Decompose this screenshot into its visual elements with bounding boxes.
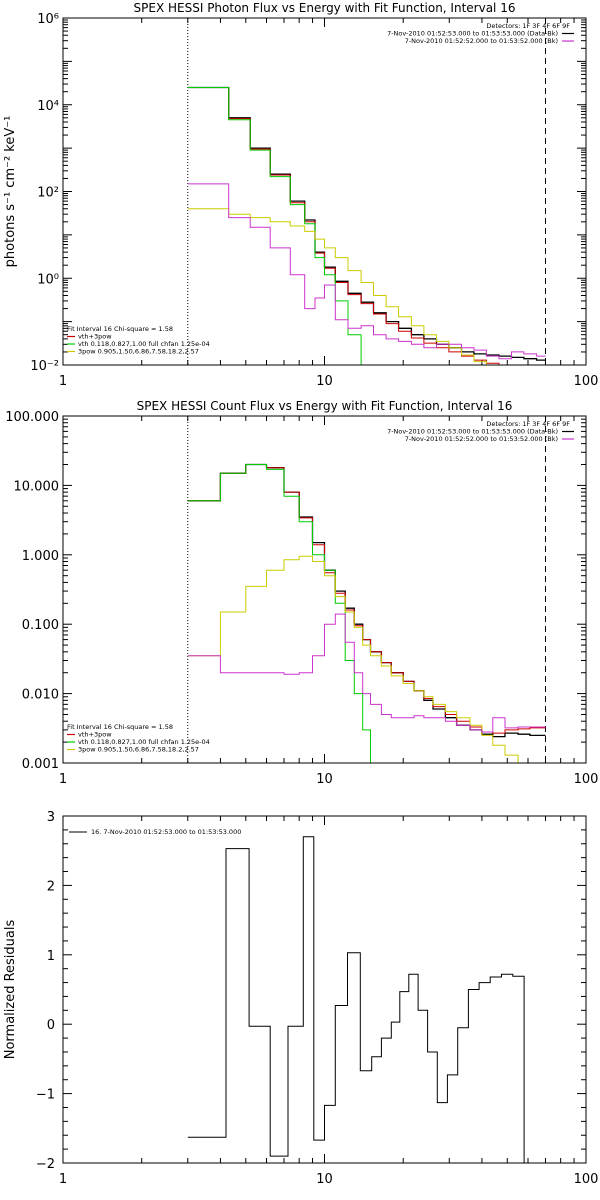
legend-text: vth 0.118,0.827,1.00 full chfan 1.25e-04 xyxy=(78,340,210,348)
legend-text: 7-Nov-2010 01:52:53.000 to 01:53:53.000 … xyxy=(387,30,558,38)
y-tick-label: −2 xyxy=(36,1157,55,1172)
x-tick-label: 1 xyxy=(59,1172,67,1187)
y-tick-label: 0.001 xyxy=(22,757,59,772)
legend-text: Detectors: 1F 3F 4F 6F 9F xyxy=(486,22,570,30)
legend-text: vth 0.118,0.827,1.00 full chfan 1.25e-04 xyxy=(78,738,210,746)
legend-text: 7-Nov-2010 01:52:52.000 to 01:53:52.000 … xyxy=(405,435,558,443)
photon-flux-panel: SPEX HESSI Photon Flux vs Energy with Fi… xyxy=(3,1,599,389)
legend-text: vth+3pow xyxy=(78,333,112,341)
legend-text: 3pow 0.905,1.50,6.86,7.58,18.2,2.57 xyxy=(78,348,199,356)
series-line-3 xyxy=(187,208,487,365)
residuals-panel: Normalized Residuals 1 10 100 −2 −1 0 1 2 3 16. 7-… xyxy=(3,810,598,1187)
x-tick-label: 10 xyxy=(316,1172,333,1187)
series-group xyxy=(187,86,546,365)
series-group xyxy=(187,463,546,763)
series-line-2 xyxy=(187,464,382,763)
y-axis-label: Normalized Residuals xyxy=(3,920,18,1060)
legend-text: Fit Interval 16 Chi-square = 1.58 xyxy=(67,325,173,333)
x-tick-label: 100 xyxy=(574,1172,599,1187)
y-tick-label: 100.000 xyxy=(5,410,59,425)
plot-frame xyxy=(62,415,587,764)
y-tick-label: 0 xyxy=(47,1018,55,1033)
series-line-1 xyxy=(187,464,546,734)
series-line-0 xyxy=(187,86,546,361)
y-tick-label: 0.100 xyxy=(22,618,59,633)
y-tick-label: 10⁰ xyxy=(37,272,59,287)
x-tick-label: 1 xyxy=(59,374,67,389)
y-tick-label: 3 xyxy=(47,810,55,825)
y-tick-label: 10⁻² xyxy=(30,359,59,374)
series-line-3 xyxy=(187,555,531,763)
y-tick-label: 10.000 xyxy=(14,479,60,494)
chart-title: SPEX HESSI Photon Flux vs Energy with Fi… xyxy=(134,1,516,15)
y-tick-label: 1 xyxy=(47,949,55,964)
plot-frame xyxy=(62,17,587,366)
plot-frame xyxy=(62,815,587,1164)
series-line-4 xyxy=(187,613,546,733)
x-tick-label: 10 xyxy=(316,374,333,389)
y-tick-label: 0.010 xyxy=(22,688,59,703)
y-axis-label: photons s⁻¹ cm⁻² keV⁻¹ xyxy=(3,116,18,268)
series-line-4 xyxy=(187,183,546,360)
series-line-0 xyxy=(187,836,525,1163)
series-line-2 xyxy=(187,87,374,365)
legend-text: vth+3pow xyxy=(78,731,112,739)
x-tick-label: 100 xyxy=(574,772,599,787)
y-tick-label: 10⁴ xyxy=(37,99,59,114)
chart-title: SPEX HESSI Count Flux vs Energy with Fit… xyxy=(137,399,513,413)
y-tick-label: 10² xyxy=(37,186,59,201)
legend-text: 7-Nov-2010 01:52:52.000 to 01:53:52.000 … xyxy=(405,37,558,45)
y-tick-label: −1 xyxy=(36,1088,55,1103)
count-flux-panel: SPEX HESSI Count Flux vs Energy with Fit… xyxy=(5,399,599,787)
series-group xyxy=(187,836,525,1163)
legend-text: Fit Interval 16 Chi-square = 1.58 xyxy=(67,723,173,731)
legend-text: 16. 7-Nov-2010 01:52:53.000 to 01:53:53.… xyxy=(91,828,241,836)
y-tick-label: 1.000 xyxy=(22,549,59,564)
legend-text: Detectors: 1F 3F 4F 6F 9F xyxy=(486,420,570,428)
legend-text: 3pow 0.905,1.50,6.86,7.58,18.2,2.57 xyxy=(78,746,199,754)
x-tick-label: 10 xyxy=(316,772,333,787)
legend-text: 7-Nov-2010 01:52:53.000 to 01:53:53.000 … xyxy=(387,428,558,436)
x-tick-label: 100 xyxy=(574,374,599,389)
series-line-0 xyxy=(187,463,546,738)
y-tick-label: 2 xyxy=(47,879,55,894)
x-tick-label: 1 xyxy=(59,772,67,787)
series-line-1 xyxy=(187,87,500,365)
y-tick-label: 10⁶ xyxy=(37,12,59,27)
